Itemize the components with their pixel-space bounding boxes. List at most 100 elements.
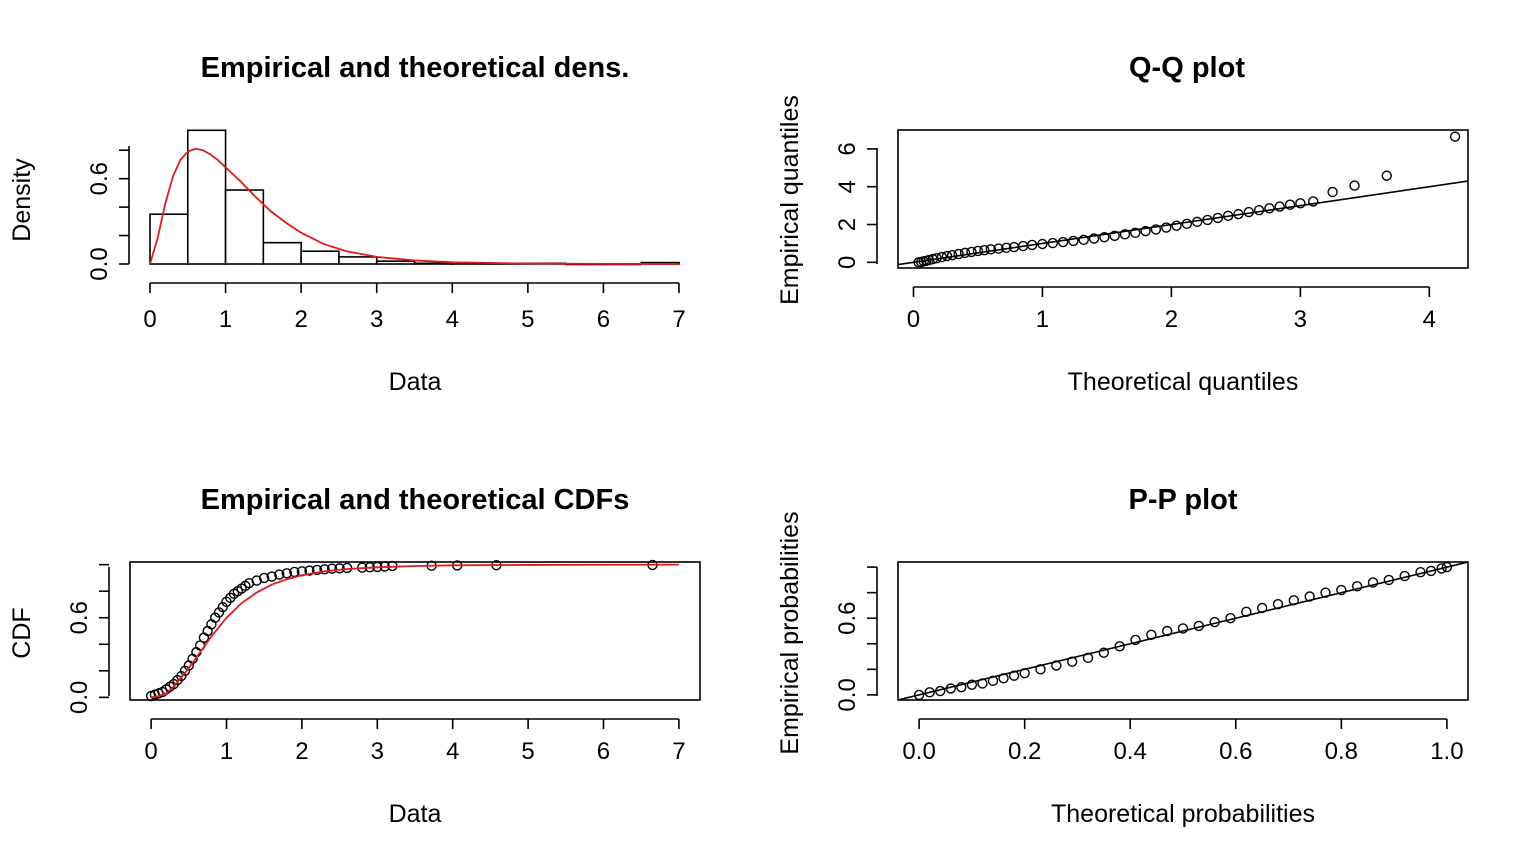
pp-data-point — [1114, 641, 1125, 652]
qq-data-point — [1253, 204, 1265, 216]
cdf-data-point — [319, 564, 330, 575]
pp-x-tick-label: 0.2 — [1008, 738, 1041, 765]
qq-data-point — [1026, 239, 1038, 251]
qq-y-tick-label: 6 — [834, 142, 861, 155]
cdf-panel: Empirical and theoretical CDFs Data CDF … — [8, 484, 701, 828]
histogram-bar — [149, 213, 189, 265]
pp-data-point — [956, 682, 967, 693]
qq-data-point — [1212, 212, 1224, 224]
pp-data-point — [913, 689, 925, 701]
qq-data-point — [923, 254, 935, 266]
pp-x-tick-label: 0.4 — [1114, 738, 1147, 765]
pp-data-point — [1415, 567, 1426, 578]
qq-data-point — [1284, 199, 1296, 210]
qq-data-point — [1099, 231, 1110, 243]
qq-data-point — [1130, 227, 1141, 239]
qq-data-point — [1150, 224, 1162, 235]
cdf-data-point — [311, 564, 323, 576]
density-x-tick-label: 1 — [219, 306, 232, 333]
pp-data-point — [1082, 652, 1094, 664]
pp-data-point — [1441, 561, 1453, 573]
qq-x-tick-label: 4 — [1423, 306, 1436, 333]
density-y-label: Density — [8, 158, 36, 242]
pp-data-point — [1256, 602, 1268, 614]
qq-data-point — [931, 252, 942, 264]
pp-data-point — [935, 685, 946, 697]
cdf-data-point — [334, 563, 345, 574]
cdf-y-tick-label: 0.6 — [66, 601, 93, 634]
qq-y-label: Empirical quantiles — [776, 95, 804, 305]
pp-data-point — [1146, 629, 1157, 641]
pp-data-point — [1399, 570, 1410, 582]
cdf-x-tick-label: 4 — [446, 738, 459, 765]
pp-data-point — [1367, 577, 1379, 588]
pp-panel: P-P plot Theoretical probabilities Empir… — [776, 484, 1469, 828]
density-title: Empirical and theoretical dens. — [201, 52, 630, 84]
pp-data-point — [977, 678, 988, 689]
qq-y-tick-label: 0 — [834, 256, 861, 269]
pp-x-tick-label: 0.6 — [1219, 738, 1252, 765]
histogram-bar — [300, 250, 340, 265]
pp-data-point — [1008, 670, 1020, 681]
pp-y-label: Empirical probabilities — [776, 511, 804, 754]
density-y-tick-label: 0.6 — [86, 162, 113, 195]
qq-data-point — [972, 245, 984, 257]
qq-data-point — [993, 243, 1004, 254]
pp-y-tick-label: 0.6 — [834, 602, 861, 635]
qq-x-tick-label: 3 — [1294, 306, 1307, 333]
histogram-bar — [413, 262, 454, 265]
qq-data-point — [1047, 237, 1058, 249]
pp-data-point — [1051, 660, 1062, 671]
qq-data-point — [1202, 214, 1213, 226]
pp-data-point — [945, 683, 956, 694]
cdf-data-point — [326, 563, 338, 574]
qq-data-point — [985, 244, 997, 255]
cdf-x-tick-label: 3 — [371, 738, 384, 765]
qq-title: Q-Q plot — [1129, 52, 1245, 84]
pp-data-point — [1272, 598, 1284, 610]
qq-data-point — [1449, 131, 1461, 142]
pp-data-point — [1098, 647, 1110, 658]
cdf-data-point — [274, 569, 285, 580]
qq-data-point — [1222, 210, 1234, 222]
qq-data-point — [979, 245, 990, 256]
histogram-bar — [262, 241, 302, 265]
qq-x-label: Theoretical quantiles — [1068, 368, 1299, 396]
density-theoretical-curve — [149, 147, 680, 265]
qq-data-point — [1243, 206, 1254, 218]
cdf-x-tick-label: 5 — [521, 738, 534, 765]
pp-data-point — [1320, 587, 1331, 598]
cdf-data-point — [304, 565, 315, 576]
pp-data-point — [1425, 565, 1437, 577]
density-x-tick-label: 2 — [294, 306, 307, 333]
qq-data-point — [1109, 230, 1120, 242]
qq-y-tick-label: 4 — [834, 180, 861, 193]
qq-data-point — [1295, 198, 1306, 209]
pp-data-point — [1336, 584, 1347, 596]
pp-data-point — [1383, 574, 1395, 586]
pp-y-tick-label: 0.0 — [834, 678, 861, 711]
qq-x-tick-label: 1 — [1036, 306, 1049, 333]
cdf-x-tick-label: 2 — [295, 738, 308, 765]
cdf-plot-frame — [129, 561, 701, 701]
qq-x-tick-label: 0 — [907, 306, 920, 333]
qq-data-point — [1140, 225, 1151, 237]
qq-data-point — [1161, 222, 1172, 233]
qq-data-point — [936, 251, 948, 263]
pp-data-point — [1209, 616, 1220, 628]
qq-data-point — [1057, 236, 1069, 248]
density-panel: Empirical and theoretical dens. Data Den… — [8, 52, 686, 396]
qq-data-point — [1308, 196, 1319, 207]
qq-data-point — [1274, 201, 1285, 212]
cdf-x-tick-label: 0 — [144, 738, 157, 765]
density-x-tick-label: 5 — [521, 306, 534, 333]
pp-data-point — [1019, 667, 1030, 679]
density-x-tick-label: 3 — [370, 306, 383, 333]
pp-data-point — [1351, 581, 1363, 592]
pp-data-point — [1241, 606, 1252, 618]
qq-data-point — [1191, 216, 1203, 228]
qq-data-point — [1327, 186, 1338, 198]
qq-data-point — [946, 249, 958, 261]
qq-data-point — [1381, 170, 1392, 181]
